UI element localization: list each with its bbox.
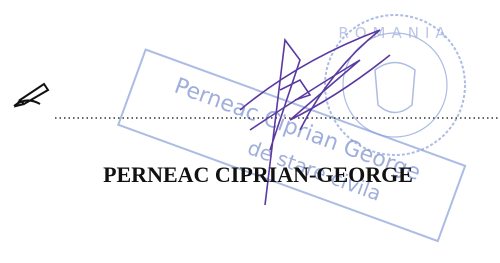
pen-icon bbox=[14, 84, 48, 106]
page: ROMANIA Perneac Ciprian George de stare … bbox=[0, 0, 500, 263]
rect-stamp: Perneac Ciprian George de stare civila bbox=[118, 50, 465, 241]
signatory-name: PERNEAC CIPRIAN-GEORGE bbox=[103, 162, 413, 187]
document: ROMANIA Perneac Ciprian George de stare … bbox=[0, 0, 500, 263]
